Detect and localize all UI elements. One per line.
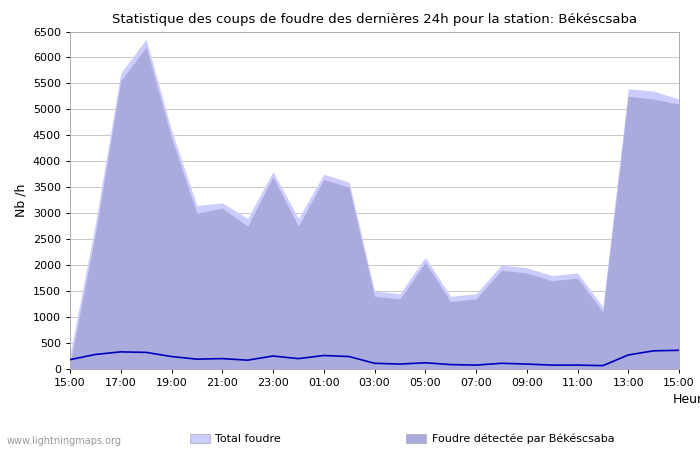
Title: Statistique des coups de foudre des dernières 24h pour la station: Békéscsaba: Statistique des coups de foudre des dern… bbox=[112, 13, 637, 26]
Legend: Total foudre, Moyenne de toutes les stations, Foudre détectée par Békéscsaba: Total foudre, Moyenne de toutes les stat… bbox=[186, 429, 619, 450]
Y-axis label: Nb /h: Nb /h bbox=[14, 184, 27, 217]
X-axis label: Heure: Heure bbox=[673, 392, 700, 405]
Text: www.lightningmaps.org: www.lightningmaps.org bbox=[7, 436, 122, 446]
